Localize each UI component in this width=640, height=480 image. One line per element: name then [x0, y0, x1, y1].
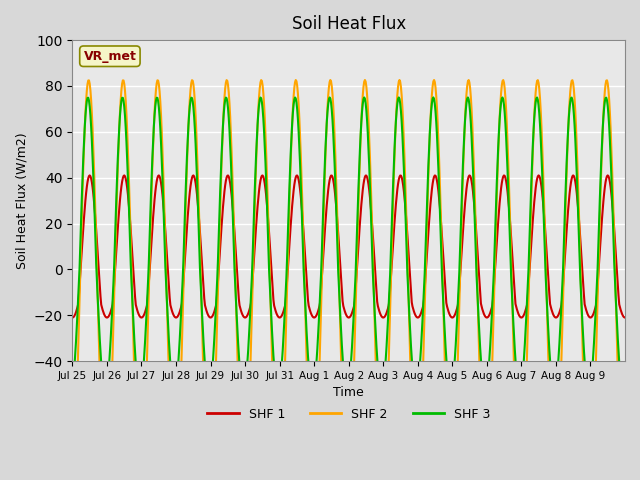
SHF 2 — [438, 253, 446, 259]
SHF 1 — [284, 266, 292, 272]
SHF 3 — [133, 378, 141, 384]
SHF 3 — [68, 384, 76, 390]
SHF 2 — [284, 282, 291, 288]
Line: SHF 1: SHF 1 — [72, 175, 625, 318]
SHF 3 — [438, 272, 446, 278]
SHF 3 — [621, 384, 629, 390]
Title: Soil Heat Flux: Soil Heat Flux — [292, 15, 406, 33]
SHF 1 — [406, 278, 414, 284]
SHF 2 — [133, 455, 141, 461]
SHF 3 — [262, 179, 270, 185]
SHF 3 — [406, 331, 414, 336]
SHF 3 — [395, 95, 403, 100]
SHF 2 — [262, 151, 270, 156]
Line: SHF 2: SHF 2 — [72, 80, 625, 480]
SHF 1 — [134, 310, 142, 315]
X-axis label: Time: Time — [333, 386, 364, 399]
SHF 2 — [407, 385, 415, 391]
SHF 1 — [236, 302, 243, 308]
Y-axis label: Soil Heat Flux (W/m2): Soil Heat Flux (W/m2) — [15, 132, 28, 269]
Legend: SHF 1, SHF 2, SHF 3: SHF 1, SHF 2, SHF 3 — [202, 403, 495, 425]
SHF 1 — [621, 315, 629, 321]
SHF 1 — [68, 315, 76, 321]
Text: VR_met: VR_met — [83, 50, 136, 63]
SHF 1 — [86, 172, 93, 178]
SHF 1 — [438, 223, 445, 228]
Line: SHF 3: SHF 3 — [72, 97, 625, 393]
SHF 3 — [412, 390, 420, 396]
SHF 3 — [284, 255, 291, 261]
SHF 3 — [235, 352, 243, 358]
SHF 2 — [235, 401, 243, 407]
SHF 2 — [361, 77, 369, 83]
SHF 1 — [263, 201, 271, 207]
